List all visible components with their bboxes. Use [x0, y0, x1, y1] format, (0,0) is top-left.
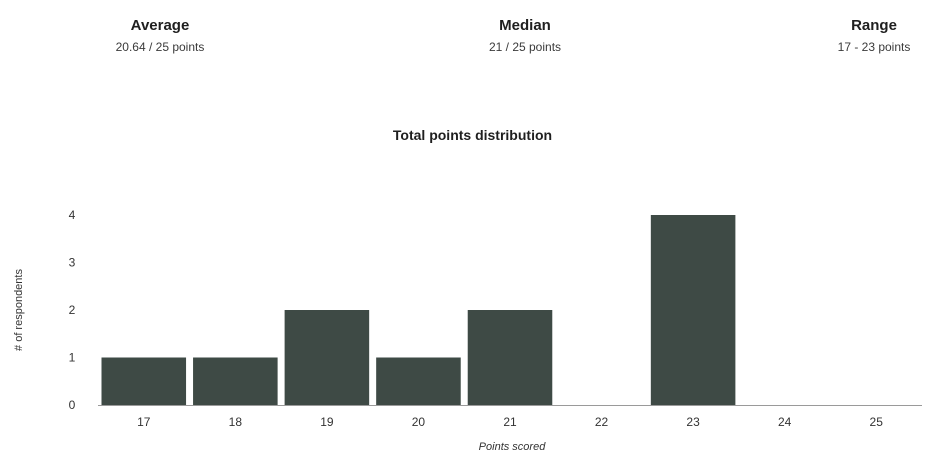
bars — [101, 215, 736, 405]
range-label: Range — [851, 17, 897, 34]
x-axis-label: Points scored — [479, 441, 547, 453]
bar-21 — [467, 310, 553, 405]
y-tick-label: 4 — [69, 208, 76, 222]
median-label: Median — [499, 17, 551, 34]
x-tick-label: 24 — [778, 415, 792, 429]
bar-17 — [101, 357, 187, 405]
x-tick-label: 23 — [686, 415, 700, 429]
bar-18 — [193, 357, 278, 405]
x-tick-label: 18 — [229, 415, 243, 429]
bar-20 — [376, 357, 461, 405]
x-tick-label: 17 — [137, 415, 151, 429]
average-value: 20.64 / 25 points — [115, 40, 205, 54]
chart-title: Total points distribution — [392, 127, 553, 143]
bar-23 — [650, 215, 736, 405]
x-tick-label: 25 — [870, 415, 884, 429]
median-stat: Median 21 / 25 points — [440, 16, 610, 56]
y-tick-label: 2 — [69, 303, 76, 317]
x-tick-label: 22 — [595, 415, 609, 429]
bar-19 — [284, 310, 370, 405]
y-tick-label: 1 — [69, 351, 76, 365]
y-tick-label: 3 — [69, 256, 76, 270]
average-stat: Average 20.64 / 25 points — [85, 16, 235, 56]
x-axis-ticks: 17 18 19 20 21 22 23 24 25 — [137, 415, 883, 429]
x-tick-label: 20 — [412, 415, 426, 429]
average-label: Average — [130, 17, 190, 34]
range-value: 17 - 23 points — [837, 40, 911, 54]
y-axis-label: # of respondents — [13, 269, 25, 351]
range-stat: Range 17 - 23 points — [808, 16, 940, 56]
x-tick-label: 21 — [503, 415, 517, 429]
x-tick-label: 19 — [320, 415, 334, 429]
median-value: 21 / 25 points — [488, 40, 562, 54]
y-axis-ticks: 0 1 2 3 4 — [69, 208, 76, 412]
y-tick-label: 0 — [69, 398, 76, 412]
